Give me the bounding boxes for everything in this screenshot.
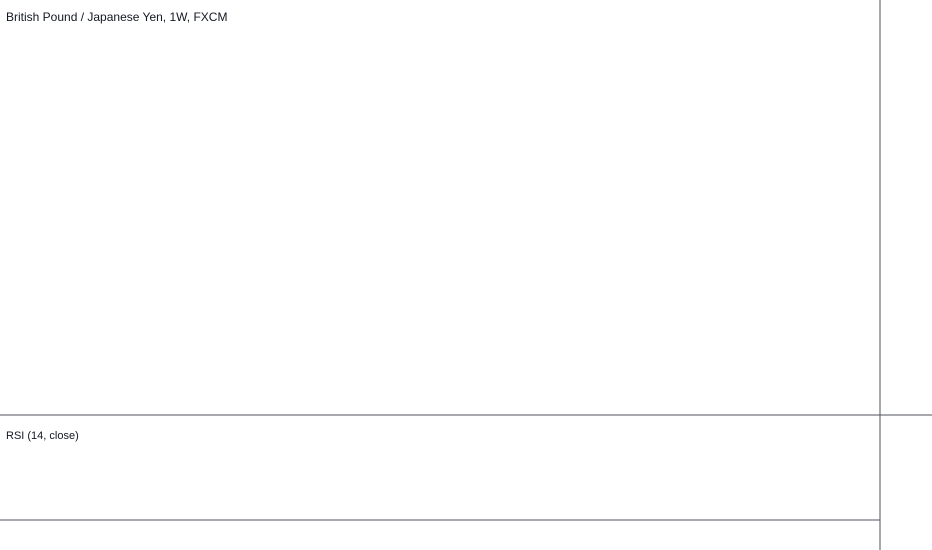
chart-title: British Pound / Japanese Yen, 1W, FXCM [6,10,227,24]
rsi-title: RSI (14, close) [6,430,79,442]
